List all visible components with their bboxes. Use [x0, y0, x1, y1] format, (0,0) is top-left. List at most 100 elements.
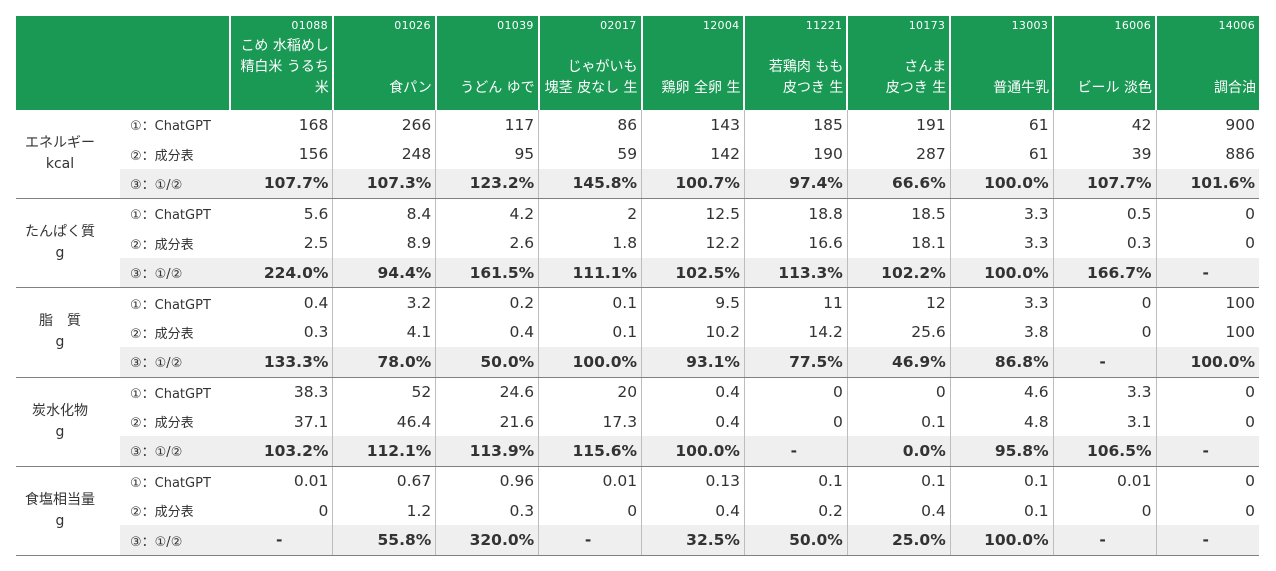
header-corner	[16, 16, 230, 110]
table-cell: -	[1052, 347, 1157, 378]
table-cell: 0.2	[435, 287, 539, 318]
table-row: ②：成分表 2.5 8.9 2.6 1.8 12.2 16.6 18.1 3.3 0.3 0	[16, 228, 1259, 258]
food-name: 若鶏肉 もも 皮つき 生	[768, 59, 844, 96]
table-cell: 8.4	[332, 198, 436, 229]
table-cell: 12.5	[641, 198, 745, 229]
table-cell: 0.4	[641, 406, 745, 437]
nutrient-label: エネルギー kcal	[16, 110, 120, 200]
table-cell: 107.7%	[230, 168, 333, 200]
table-cell: 100.0%	[949, 525, 1054, 556]
table-cell: 0.96	[435, 466, 539, 497]
table-cell: 0.1	[538, 317, 642, 348]
table-cell: 0	[1052, 317, 1157, 348]
table-cell: 8.9	[332, 228, 436, 258]
food-code: 13003	[1011, 19, 1049, 32]
table-cell: 100	[1155, 317, 1259, 348]
table-cell: 166.7%	[1052, 257, 1157, 289]
row-label: ②：成分表	[130, 148, 194, 164]
table-cell: 3.3	[949, 198, 1054, 229]
nutrient-label: 食塩相当量 g	[16, 466, 120, 556]
table-cell: 95.8%	[949, 436, 1054, 467]
row-label: ②：成分表	[130, 237, 194, 253]
table-cell: 0.4	[846, 496, 951, 526]
table-cell: 106.5%	[1052, 436, 1157, 467]
table-cell: 20	[538, 377, 642, 407]
food-code: 10173	[908, 19, 946, 32]
table-cell: 3.1	[1052, 406, 1157, 437]
table-cell: 248	[332, 139, 436, 169]
table-cell: 50.0%	[435, 347, 539, 378]
table-cell: 97.4%	[743, 168, 848, 200]
table-cell: 18.8	[743, 198, 848, 229]
table-cell: 0	[1155, 377, 1259, 407]
table-cell: 0	[1155, 198, 1259, 229]
table-cell: 2.6	[435, 228, 539, 258]
food-name: ビール 淡色	[1077, 80, 1153, 96]
table-cell: 107.3%	[332, 168, 436, 200]
food-name: 調合油	[1214, 80, 1256, 96]
food-code: 16006	[1114, 19, 1152, 32]
table-cell: 100	[1155, 287, 1259, 318]
table-cell: 66.6%	[846, 168, 951, 200]
table-cell: 0.01	[538, 466, 642, 497]
table-cell: 100.0%	[949, 257, 1054, 289]
table-cell: 0.4	[641, 377, 745, 407]
table-cell: 10.2	[641, 317, 745, 348]
food-name: じゃがいも 塊茎 皮なし 生	[544, 59, 638, 96]
table-cell: 0.01	[1052, 466, 1157, 497]
food-header: 14006 調合油	[1155, 16, 1259, 110]
nutrient-label: 脂 質 g	[16, 287, 120, 378]
table-row: 脂 質 g ①：ChatGPT 0.4 3.2 0.2 0.1 9.5 11 12 3.3 0 100	[16, 287, 1259, 378]
table-cell: 113.9%	[435, 436, 539, 467]
table-cell: 123.2%	[435, 168, 539, 200]
row-label: ①：ChatGPT	[130, 119, 211, 135]
table-cell: 156	[298, 145, 329, 164]
food-name: 鶏卵 全卵 生	[661, 80, 741, 96]
table-cell: 50.0%	[743, 525, 848, 556]
table-cell: 1.2	[332, 496, 436, 526]
table-row: たんぱく質 g ①：ChatGPT 5.6 8.4 4.2 2 12.5 18.8 18.5 3.…	[16, 198, 1259, 289]
table-cell: 161.5%	[435, 257, 539, 289]
table-cell: 107.7%	[1052, 168, 1157, 200]
table-cell: 93.1%	[641, 347, 745, 378]
table-row: ②：成分表 37.1 46.4 21.6 17.3 0.4 0 0.1 4.8 3.1 0	[16, 406, 1259, 437]
table-cell: 0.5	[1052, 198, 1157, 229]
table-cell: 2	[538, 198, 642, 229]
table-cell: 100.0%	[538, 347, 642, 378]
food-code: 14006	[1218, 19, 1255, 32]
table-cell: 0	[1155, 228, 1259, 258]
food-code: 12004	[702, 19, 740, 32]
table-cell: 0.01	[293, 472, 329, 491]
row-label: ③：①/②	[120, 525, 230, 556]
table-cell: 5.6	[303, 204, 329, 223]
food-code: 01039	[497, 19, 534, 32]
food-header: 01088 こめ 水稲めし 精白米 うるち米	[229, 16, 333, 110]
table-cell: 142	[641, 139, 745, 169]
table-cell: 0.2	[743, 496, 848, 526]
table-cell: 37.1	[293, 412, 329, 431]
table-cell: 16.6	[743, 228, 848, 258]
table-cell: 0.4	[641, 496, 745, 526]
food-header: 01039 うどん ゆで	[434, 16, 539, 110]
table-cell: 117	[435, 110, 539, 140]
table-cell: 111.1%	[538, 257, 642, 289]
table-body: エネルギー kcal ①：ChatGPT 168 266 117 86 143 185 191 6…	[16, 110, 1259, 556]
table-cell: 0	[1155, 406, 1259, 437]
table-cell: 9.5	[641, 287, 745, 318]
row-label: ③：①/②	[120, 168, 230, 200]
table-cell: 25.6	[846, 317, 951, 348]
table-row: ②：成分表 0.3 4.1 0.4 0.1 10.2 14.2 25.6 3.8 0 100	[16, 317, 1259, 348]
table-cell: 11	[743, 287, 848, 318]
table-cell: 103.2%	[230, 436, 333, 467]
table-cell: 0	[318, 501, 329, 520]
table-cell: 101.6%	[1155, 168, 1259, 200]
table-cell: 46.9%	[846, 347, 951, 378]
table-cell: 0	[538, 496, 642, 526]
table-cell: 168	[298, 115, 329, 134]
table-cell: 113.3%	[743, 257, 848, 289]
table-cell: 0.1	[538, 287, 642, 318]
table-cell: 17.3	[538, 406, 642, 437]
row-label: ①：ChatGPT	[130, 297, 211, 313]
table-cell: 86	[538, 110, 642, 140]
table-row: ③：①/② 107.7% 107.3% 123.2% 145.8% 100.7% 97.4%…	[16, 168, 1259, 200]
